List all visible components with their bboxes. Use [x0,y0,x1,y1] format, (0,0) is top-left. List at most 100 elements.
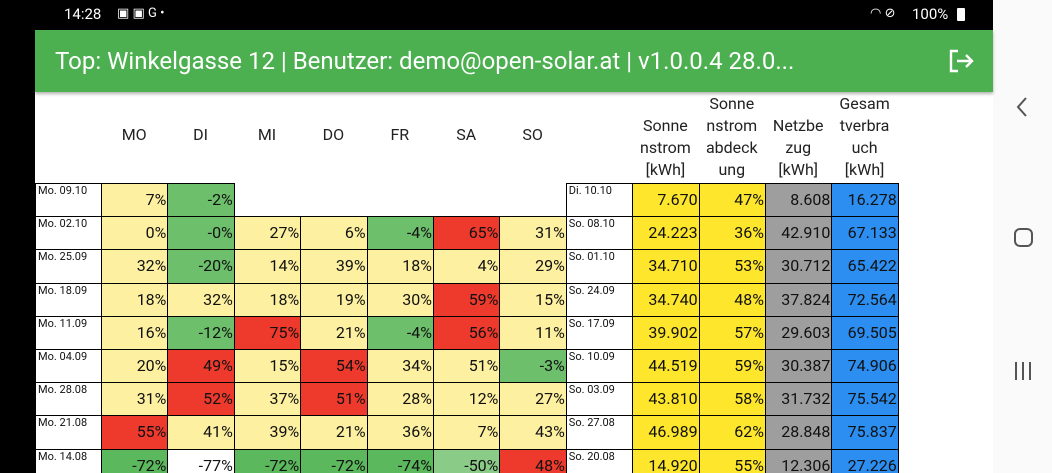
day-header: MI [257,125,277,144]
summary-date: So. 03.09 [565,382,634,417]
summary-cell: 30.387 [765,349,833,384]
status-signal: ◠ ⊘ [870,6,896,21]
week-label: Mo. 25.09 [35,249,102,284]
day-cell: -50% [433,448,501,473]
summary-cell: 74.906 [831,349,899,384]
day-cell: -20% [167,249,235,284]
status-bar: 14:28 ▣ ▣ G • ◠ ⊘ 100% [0,0,993,30]
week-label: Mo. 04.09 [35,349,102,384]
day-cell: 15% [499,282,567,317]
day-cell: 59% [433,282,501,317]
nav-home[interactable] [1013,227,1035,249]
week-label: Mo. 18.09 [35,282,102,317]
nav-back[interactable] [1013,95,1033,119]
summary-cell: 58% [698,382,766,417]
day-cell: 6% [300,216,368,251]
week-label: Mo. 09.10 [35,183,102,218]
summary-cell: 65.422 [831,249,899,284]
summary-header-line: tverbra [839,116,890,135]
day-cell: 36% [366,415,434,450]
day-cell: -72% [101,448,169,473]
summary-cell: 67.133 [831,216,899,251]
day-cell: 54% [300,349,368,384]
day-cell: 16% [101,315,169,350]
day-cell: 14% [233,249,302,284]
day-cell: 4% [433,249,501,284]
summary-cell: 34.710 [632,249,700,284]
summary-cell: 30.712 [765,249,833,284]
day-cell: 27% [499,382,567,417]
summary-header-line: ung [718,160,746,179]
week-label: Mo. 11.09 [35,315,102,350]
day-cell: 18% [101,282,169,317]
summary-cell: 12.306 [765,448,833,473]
day-header: DO [322,125,345,144]
summary-date: So. 08.10 [565,216,634,251]
day-cell: 65% [433,216,501,251]
day-header: FR [390,125,410,144]
day-cell: 7% [101,183,169,218]
summary-cell: 7.670 [632,183,700,218]
summary-cell: 53% [698,249,766,284]
summary-cell: 29.603 [765,315,833,350]
summary-date: So. 27.08 [565,415,634,450]
summary-header-line: nstrom [706,116,758,135]
summary-cell: 16.278 [831,183,899,218]
summary-header: Sonne nstrom [kWh] [632,92,698,183]
summary-cell: 46.989 [632,415,700,450]
day-cell: 56% [433,315,501,350]
summary-date: So. 20.08 [565,448,634,473]
summary-cell: 75.837 [831,415,899,450]
day-cell: -3% [499,349,567,384]
day-cell: 20% [101,349,169,384]
day-cell: -2% [167,183,235,218]
summary-cell: 59% [698,349,766,384]
summary-header-line: [kWh] [844,160,885,179]
summary-header-line: abdeck [705,138,758,157]
day-cell: -72% [300,448,368,473]
summary-cell: 37.824 [765,282,833,317]
day-cell: 49% [167,349,235,384]
summary-header: Netzbe zug [kWh] [765,92,831,183]
day-cell: 51% [300,382,368,417]
day-cell: 15% [233,349,302,384]
summary-header-line: Sonne [709,94,755,113]
navigation-bar [993,0,1052,473]
logout-button[interactable] [948,49,974,73]
day-cell: -4% [366,315,434,350]
day-cell: 34% [366,349,434,384]
week-label: Mo. 21.08 [35,415,102,450]
day-cell: 12% [433,382,501,417]
day-cell: 30% [366,282,434,317]
day-cell: 11% [499,315,567,350]
summary-cell: 55% [698,448,766,473]
table: MO DI MI DO FR SA SO Sonne nstrom [kWh] Sonne nstro… [35,92,993,473]
day-cell: 18% [233,282,302,317]
app-title: Top: Winkelgasse 12 | Benutzer: demo@ope… [55,47,795,75]
day-cell: 21% [300,415,368,450]
summary-header-line: [kWh] [778,160,818,179]
day-cell: 29% [499,249,567,284]
nav-recents[interactable] [1011,360,1035,382]
day-cell: 19% [300,282,368,317]
summary-cell: 27.226 [831,448,899,473]
day-header: DI [193,125,209,144]
summary-cell: 39.902 [632,315,700,350]
status-icons: ▣ ▣ G • [117,6,165,21]
day-cell: 51% [433,349,501,384]
summary-cell: 34.740 [632,282,700,317]
day-cell: 37% [233,382,302,417]
day-cell: 48% [499,448,567,473]
day-cell: 55% [101,415,169,450]
day-cell: -0% [167,216,235,251]
day-cell: 31% [101,382,169,417]
summary-cell: 75.542 [831,382,899,417]
day-cell: 18% [366,249,434,284]
day-cell: -12% [167,315,235,350]
summary-cell: 62% [698,415,766,450]
day-header: MO [121,125,147,144]
summary-header-line: zug [785,138,812,157]
day-cell: 21% [300,315,368,350]
summary-cell: 47% [698,183,766,218]
